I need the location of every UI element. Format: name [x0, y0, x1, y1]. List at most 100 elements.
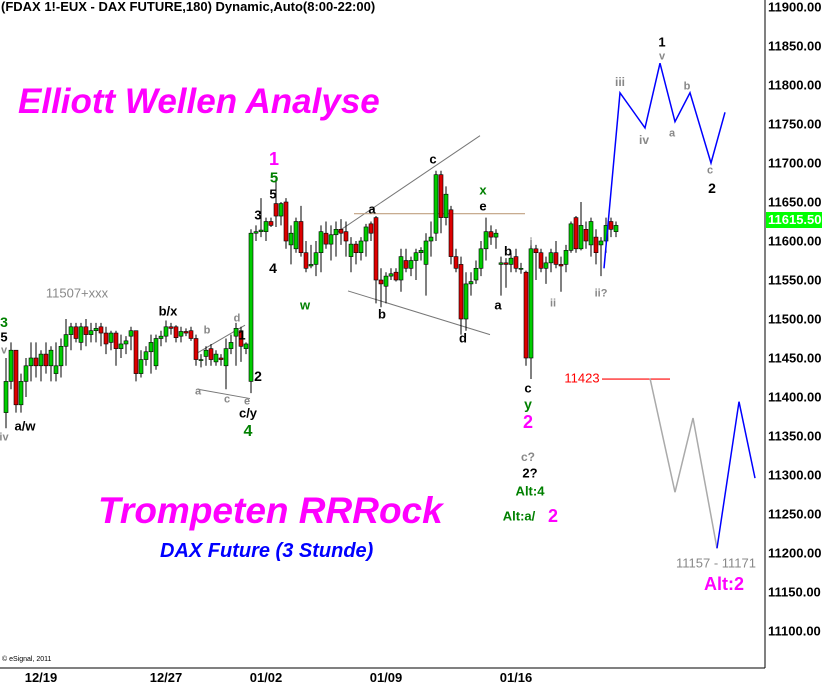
candle-body [598, 240, 604, 246]
wave-label: b [203, 324, 211, 337]
trendline [329, 135, 481, 238]
candle-body [338, 229, 344, 234]
candle-body [368, 223, 374, 234]
wave-label: 2 [254, 368, 262, 384]
candle-body [93, 328, 99, 331]
wave-projection-line [649, 378, 718, 549]
candle-body [68, 326, 74, 335]
candle-body [13, 349, 19, 406]
candle-body [343, 231, 349, 242]
candle-body [128, 330, 134, 337]
candle-body [273, 203, 279, 217]
wave-label: b/x [158, 303, 178, 319]
wave-label: ii? [594, 287, 608, 300]
candle-body [433, 174, 439, 234]
candle-body [248, 232, 254, 382]
candle-body [463, 283, 469, 320]
candle-body [153, 338, 159, 367]
candle-body [78, 326, 84, 343]
y-tick-label: 11850.00 [768, 38, 822, 54]
candle-body [393, 271, 399, 281]
candle-body [528, 248, 534, 359]
candle-body [418, 250, 424, 254]
candle-body [223, 348, 229, 367]
candle-body [608, 221, 614, 230]
candle-body [498, 262, 504, 265]
candle-body [133, 330, 139, 374]
candle-body [468, 281, 474, 285]
candle-body [173, 326, 179, 339]
wave-label: 2? [522, 465, 538, 481]
y-tick-label: 11700.00 [768, 155, 822, 171]
y-tick-label: 11500.00 [768, 311, 822, 327]
candle-body [473, 267, 479, 281]
candle-body [563, 250, 569, 265]
candle-body [163, 326, 169, 337]
wave-label: 4 [243, 423, 253, 440]
candle-body [413, 252, 419, 261]
candle-body [543, 262, 549, 269]
candle-body [8, 349, 14, 382]
candle-body [523, 271, 529, 359]
wave-label: 2 [708, 180, 716, 196]
candle-body [488, 231, 494, 238]
wave-label: c? [520, 450, 536, 464]
wave-label: a [194, 385, 202, 398]
candle-body [113, 332, 119, 349]
wave-label: v [658, 50, 666, 63]
candle-body [188, 330, 194, 339]
wave-label: b [378, 306, 386, 322]
wave-label: y [524, 396, 532, 412]
candle-body [198, 359, 204, 361]
candle-body [358, 240, 364, 253]
candle-body [33, 357, 39, 367]
candle-body [348, 243, 354, 257]
wave-label: 1 [238, 327, 246, 343]
wave-label: a/w [14, 418, 36, 434]
candle-body [333, 229, 339, 236]
candle-body [183, 331, 189, 334]
wave-label: c [706, 164, 714, 177]
candle-body [243, 343, 249, 349]
wave-label: e [479, 198, 487, 214]
y-tick-label: 11800.00 [768, 77, 822, 93]
y-tick-label: 11150.00 [768, 584, 821, 600]
wave-label: 4 [269, 260, 277, 276]
candle-body [268, 221, 274, 226]
candle-body [3, 381, 9, 413]
x-tick-label: 01/02 [249, 670, 283, 685]
candle-body [328, 234, 334, 245]
candle-body [83, 326, 89, 335]
candle-body [448, 209, 454, 257]
candle-body [238, 330, 244, 347]
candle-body [293, 221, 299, 250]
wave-label: Alt:a/ [502, 508, 536, 524]
candle-body [178, 331, 184, 337]
candle-body [493, 232, 499, 238]
wave-label: c/y [238, 405, 258, 421]
wave-label: 1 [268, 149, 280, 169]
candle-body [38, 353, 44, 367]
candle-body [233, 328, 239, 337]
trendline [347, 290, 491, 336]
candle-body [373, 217, 379, 281]
subheadline: Trompeten RRRock [98, 490, 443, 531]
candle-body [558, 264, 564, 267]
candle-body [388, 273, 394, 277]
wave-label: v [0, 344, 8, 357]
wave-label: Alt:2 [704, 574, 744, 594]
y-tick-label: 11100.00 [768, 623, 821, 639]
wave-label: c [429, 151, 437, 167]
candle-body [48, 349, 54, 367]
candle-body [28, 357, 34, 367]
wave-projection-line [716, 401, 756, 549]
candle-body [398, 256, 404, 281]
candle-body [213, 353, 219, 363]
candle-body [98, 326, 104, 334]
candle-body [143, 351, 149, 360]
candle-body [538, 252, 544, 269]
candle-body [63, 334, 69, 347]
candle-body [193, 338, 199, 360]
candle-body [313, 252, 319, 265]
candle-body [253, 231, 259, 234]
